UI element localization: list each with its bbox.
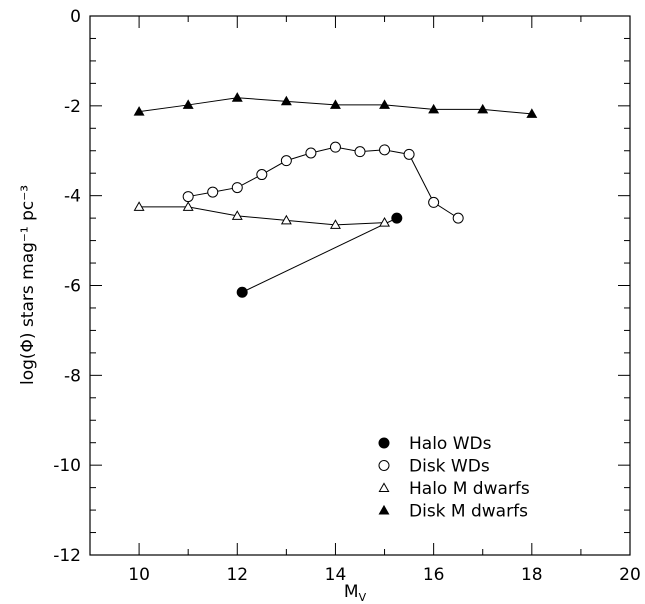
y-tick-label: 0: [70, 7, 81, 27]
x-tick-label: 20: [619, 565, 641, 585]
x-axis-label-subscript: V: [359, 591, 367, 604]
x-tick-label: 18: [521, 565, 543, 585]
legend-item: Disk M dwarfs: [378, 502, 528, 522]
legend-label: Halo M dwarfs: [409, 479, 530, 499]
legend-item: Halo WDs: [378, 434, 492, 454]
data-point: [329, 99, 341, 109]
series-line: [188, 146, 459, 219]
data-point: [477, 103, 489, 114]
data-point: [280, 155, 292, 167]
axis-ticks: [89, 15, 631, 556]
data-point: [403, 148, 415, 160]
legend-marker: [378, 460, 390, 471]
data-point: [182, 201, 194, 211]
y-tick-label: -10: [53, 456, 81, 476]
data-point: [256, 169, 268, 181]
data-point: [452, 212, 464, 224]
series-line: [241, 217, 398, 293]
y-tick-label: -2: [64, 97, 81, 117]
y-tick-labels: 0 -2 -4 -6 -8 -10 -12: [53, 7, 81, 566]
series-halo-wds: [236, 212, 403, 298]
y-axis-label: log(Φ) stars mag⁻¹ pc⁻³: [18, 185, 38, 385]
legend-marker: [378, 504, 390, 515]
data-point: [428, 103, 440, 114]
series-halo-m-dwarfs: [133, 201, 391, 229]
data-point: [280, 214, 292, 225]
data-point: [231, 210, 243, 220]
data-point: [280, 95, 292, 106]
series-disk-m-dwarfs: [133, 92, 538, 118]
y-tick-label: -8: [64, 366, 81, 386]
legend-marker: [378, 482, 390, 492]
legend-marker: [378, 437, 390, 449]
x-tick-label: 12: [226, 565, 248, 585]
data-point: [182, 191, 194, 203]
data-point: [182, 99, 194, 109]
x-tick-label: 14: [325, 565, 347, 585]
data-point: [379, 217, 391, 227]
data-point: [236, 286, 248, 298]
data-point: [207, 186, 219, 198]
data-point: [354, 146, 366, 158]
y-tick-label: -6: [64, 277, 81, 297]
y-tick-label: -4: [64, 187, 81, 207]
legend-label: Disk WDs: [409, 457, 490, 477]
data-point: [329, 219, 341, 229]
data-point: [305, 147, 317, 159]
legend-item: Halo M dwarfs: [378, 479, 530, 499]
data-point: [231, 92, 243, 102]
series-layer: [133, 92, 538, 298]
data-point: [231, 182, 243, 194]
data-point: [379, 144, 391, 156]
x-tick-label: 10: [128, 565, 150, 585]
data-point: [379, 99, 391, 109]
plot-frame: [89, 15, 631, 556]
x-tick-label: 16: [423, 565, 445, 585]
legend-label: Disk M dwarfs: [409, 502, 528, 522]
y-tick-label: -12: [53, 546, 81, 566]
x-axis-label: MV: [344, 582, 367, 604]
legend-item: Disk WDs: [378, 457, 490, 477]
data-point: [329, 141, 341, 153]
data-point: [428, 196, 440, 208]
data-point: [133, 106, 145, 116]
legend-label: Halo WDs: [409, 434, 492, 454]
series-line: [139, 206, 385, 226]
data-point: [526, 108, 538, 118]
x-tick-labels: 10 12 14 16 18 20: [128, 565, 641, 585]
data-point: [391, 212, 403, 224]
series-disk-wds: [182, 141, 464, 224]
data-point: [133, 201, 145, 211]
